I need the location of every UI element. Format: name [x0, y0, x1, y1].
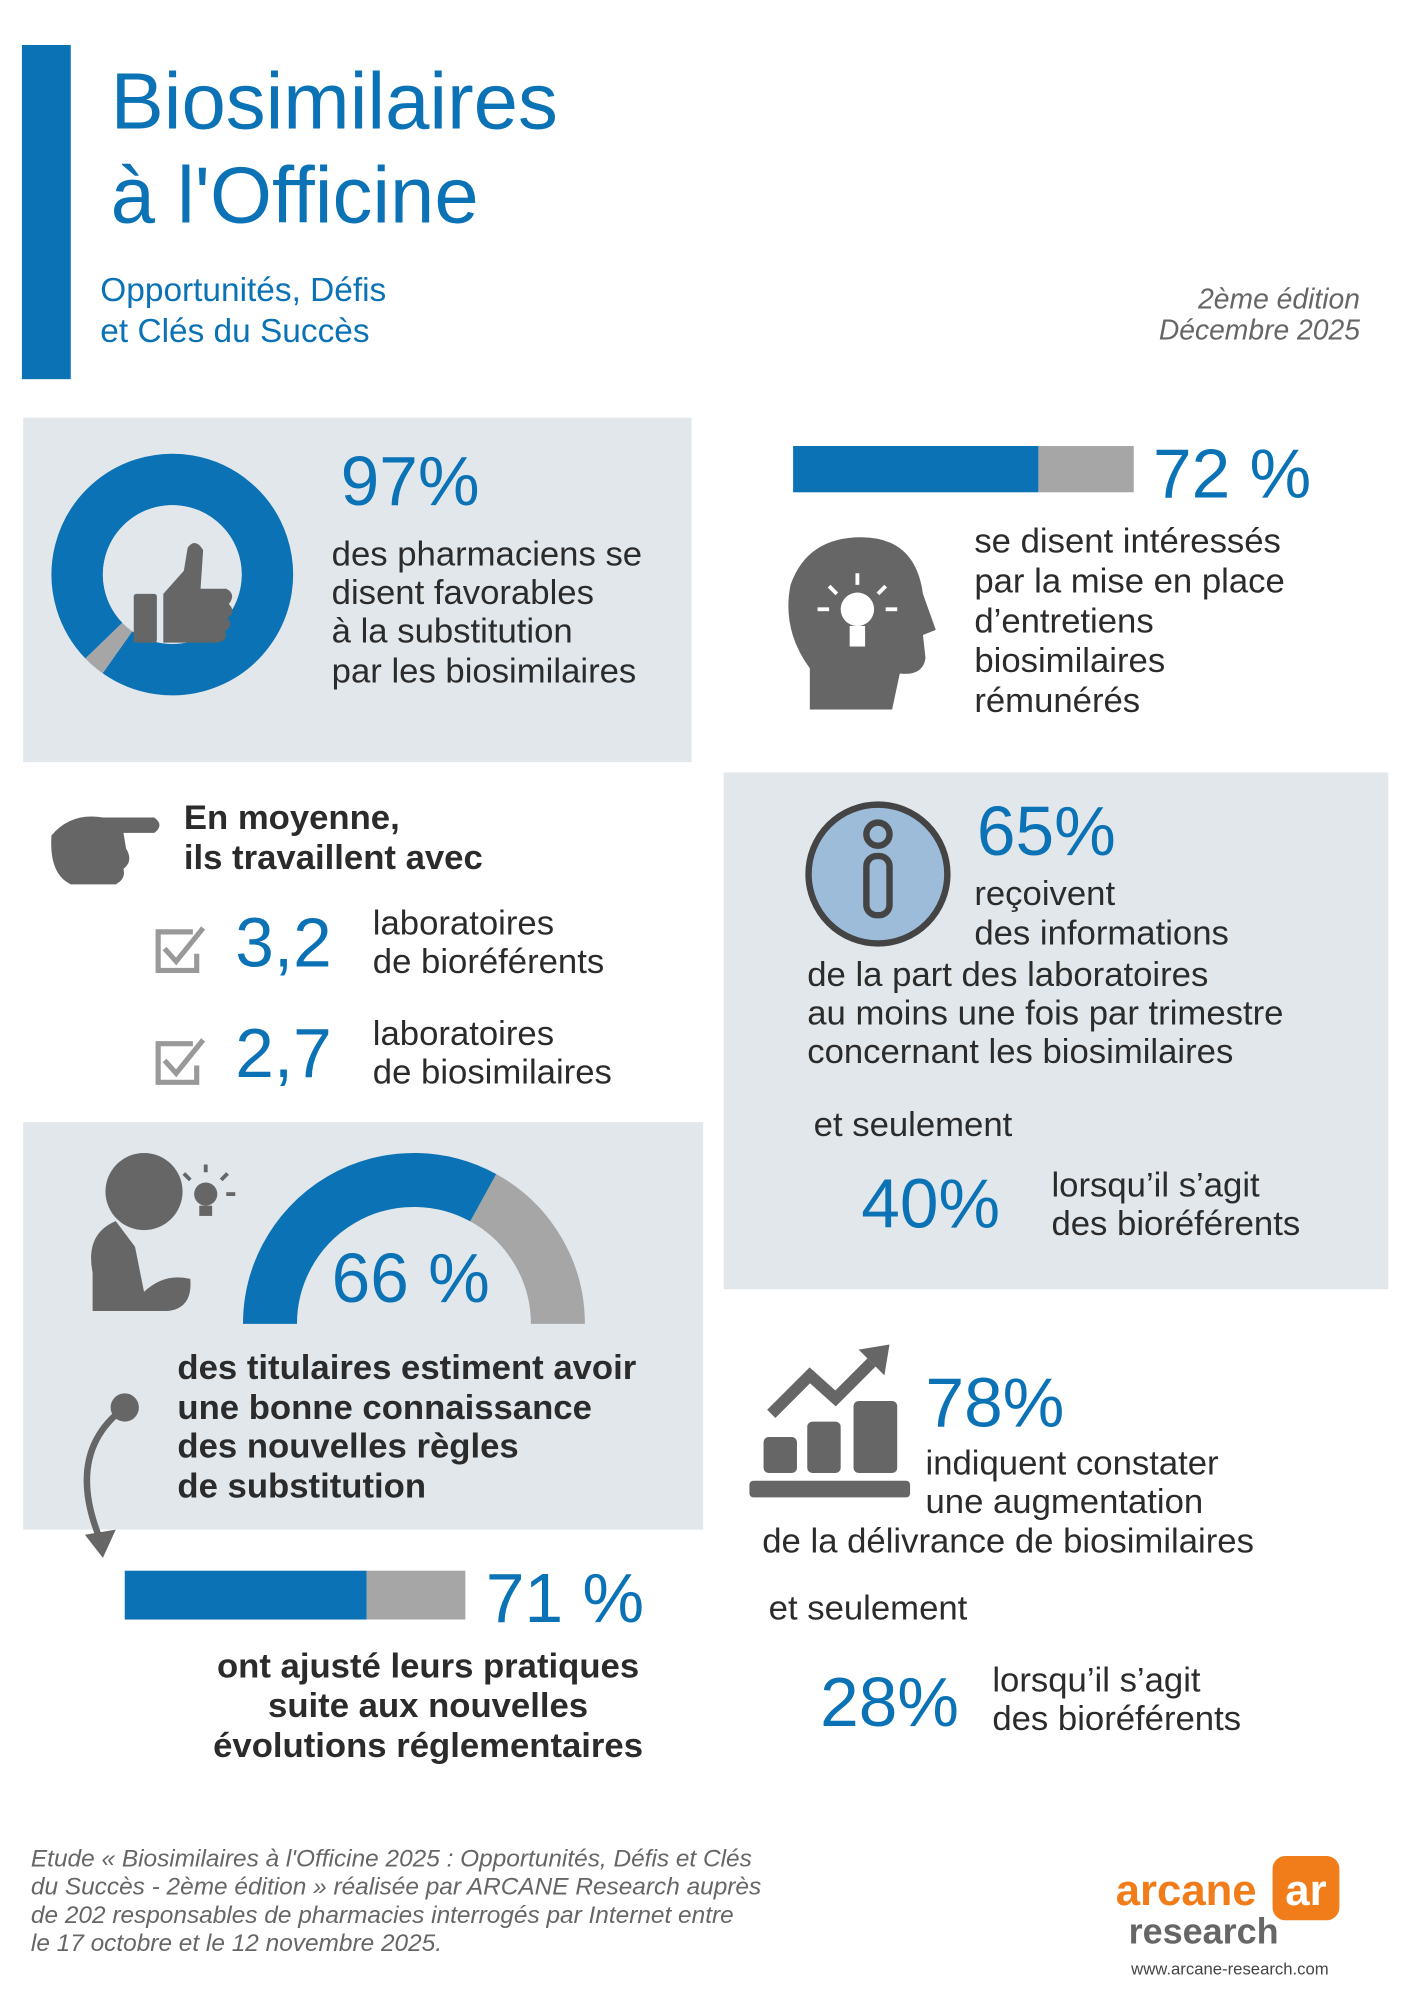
count-text: de biosimilaires: [373, 1054, 612, 1092]
gauge-segment: [242, 1152, 497, 1325]
stat: 97%: [341, 442, 480, 520]
title-bar: [21, 44, 71, 380]
stat-text: ont ajusté leurs pratiques: [217, 1647, 639, 1685]
stat-text: reçoivent: [974, 875, 1115, 913]
stat: 71 %: [486, 1559, 644, 1637]
bar: [793, 446, 1039, 493]
stat-text: des pharmaciens se: [332, 536, 642, 574]
count-text: laboratoires: [373, 1015, 554, 1053]
title: à l'Officine: [111, 150, 479, 239]
stat-text: des bioréférents: [992, 1700, 1241, 1738]
date: Décembre 2025: [1159, 313, 1360, 345]
edition: 2ème édition: [1197, 282, 1360, 314]
info-icon: [805, 801, 951, 947]
stat-text: par les biosimilaires: [332, 653, 637, 691]
bar: [124, 1570, 367, 1620]
stat-text: une augmentation: [926, 1483, 1204, 1521]
arrow-icon: [83, 1393, 139, 1558]
stat-text: de la part des laboratoires: [807, 956, 1208, 994]
stat-text: concernant les biosimilaires: [807, 1033, 1233, 1071]
connector-text: et seulement: [814, 1106, 1013, 1144]
stat-text: des titulaires estiment avoir: [177, 1349, 636, 1387]
bar-track: [1038, 446, 1134, 493]
stat-text: une bonne connaissance: [177, 1389, 591, 1427]
subtitle: Opportunités, Défis: [100, 272, 386, 309]
stat-text: à la substitution: [332, 613, 573, 651]
thumbs-up-icon: [133, 542, 233, 643]
stat: 28%: [820, 1663, 959, 1741]
stat-text: des informations: [974, 915, 1228, 953]
logo-sub: research: [1129, 1910, 1279, 1951]
thinking-icon: [91, 1152, 236, 1312]
head-icon: [788, 537, 936, 710]
stat-text: suite aux nouvelles: [268, 1687, 588, 1725]
stat: 40%: [861, 1165, 1000, 1243]
logo-mark: [1272, 1856, 1340, 1921]
stat-text: de la délivrance de biosimilaires: [762, 1523, 1254, 1561]
stat-text: des bioréférents: [1051, 1205, 1300, 1243]
count: 3,2: [235, 904, 331, 982]
footnote: de 202 responsables de pharmacies interr…: [31, 1902, 734, 1929]
logo-url: www.arcane-research.com: [1130, 1959, 1329, 1978]
stat-text: au moins une fois par trimestre: [807, 994, 1283, 1032]
pointing-hand-icon: [51, 816, 160, 885]
checkbox-icon: [155, 926, 206, 1085]
stat-text: des nouvelles règles: [177, 1428, 518, 1466]
footnote: du Succès - 2ème édition » réalisée par …: [31, 1874, 761, 1901]
stat: 72 %: [1153, 434, 1311, 512]
intro-text: En moyenne,: [184, 799, 400, 837]
footnote: Etude « Biosimilaires à l'Officine 2025 …: [31, 1845, 752, 1872]
connector-text: et seulement: [769, 1590, 968, 1628]
logo-name: arcane: [1116, 1866, 1257, 1915]
stat: 65%: [977, 792, 1116, 870]
logo-mark-text: ar: [1285, 1866, 1326, 1915]
stat-text: disent favorables: [332, 574, 594, 612]
stat: 78%: [926, 1364, 1065, 1442]
stat-text: indiquent constater: [926, 1444, 1219, 1482]
intro-text: ils travaillent avec: [184, 839, 483, 877]
stat-text: d’entretiens: [974, 602, 1153, 640]
stat-text: lorsqu’il s’agit: [1051, 1167, 1260, 1205]
stat-text: par la mise en place: [974, 563, 1284, 601]
stat-text: lorsqu’il s’agit: [992, 1662, 1201, 1700]
stat-text: biosimilaires: [974, 642, 1165, 680]
stat-text: de substitution: [177, 1467, 426, 1505]
bar-track: [366, 1570, 466, 1620]
donut-remainder: [85, 622, 133, 674]
stat-text: se disent intéressés: [974, 523, 1281, 561]
footnote: le 17 octobre et le 12 novembre 2025.: [31, 1930, 442, 1957]
stat: 66 %: [332, 1239, 490, 1317]
title: Biosimilaires: [111, 57, 558, 146]
stat-text: rémunérés: [974, 682, 1140, 720]
count-text: de bioréférents: [373, 943, 604, 981]
count: 2,7: [235, 1014, 331, 1092]
donut-segment: [51, 453, 294, 696]
subtitle: et Clés du Succès: [100, 313, 369, 350]
stat-text: évolutions réglementaires: [213, 1727, 643, 1765]
growth-icon: [749, 1344, 911, 1498]
gauge-remainder: [469, 1174, 585, 1325]
count-text: laboratoires: [373, 904, 554, 942]
